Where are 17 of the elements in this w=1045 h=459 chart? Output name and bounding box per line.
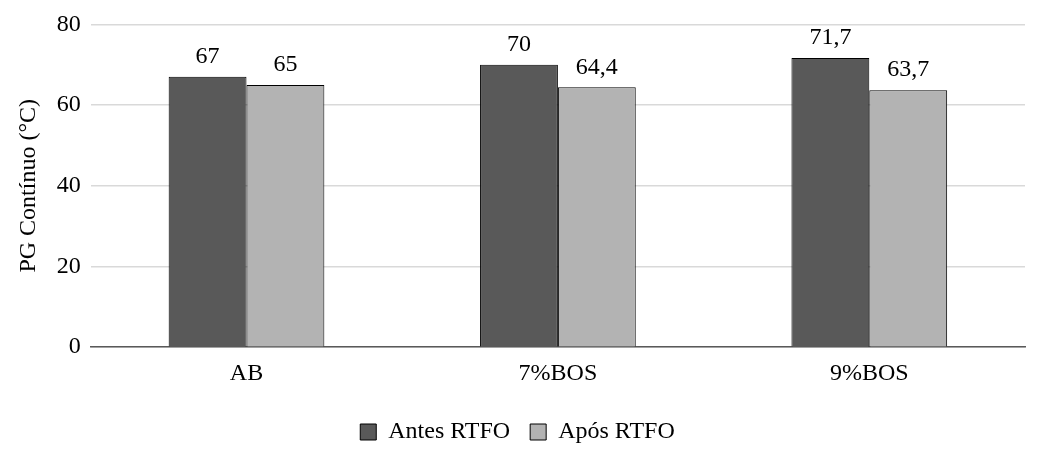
legend-label: Após RTFO	[558, 417, 675, 444]
x-tick-label: 7%BOS	[518, 358, 598, 385]
data-label: 65	[273, 50, 298, 77]
y-tick-label: 80	[56, 9, 81, 36]
legend-label: Antes RTFO	[388, 417, 511, 444]
y-tick-label: 0	[68, 332, 81, 359]
y-tick-label: 40	[56, 171, 81, 198]
data-label: 67	[195, 42, 220, 69]
y-tick-label: 20	[56, 251, 81, 278]
y-tick-label: 60	[56, 90, 81, 117]
data-label: 64,4	[575, 52, 618, 79]
data-label: 71,7	[809, 23, 852, 50]
x-tick-label: 9%BOS	[829, 358, 909, 385]
data-label: 70	[506, 30, 531, 57]
x-tick-label: AB	[229, 358, 264, 385]
y-axis-title: PG Contínuo (°C)	[13, 98, 40, 273]
data-label: 63,7	[887, 55, 930, 82]
